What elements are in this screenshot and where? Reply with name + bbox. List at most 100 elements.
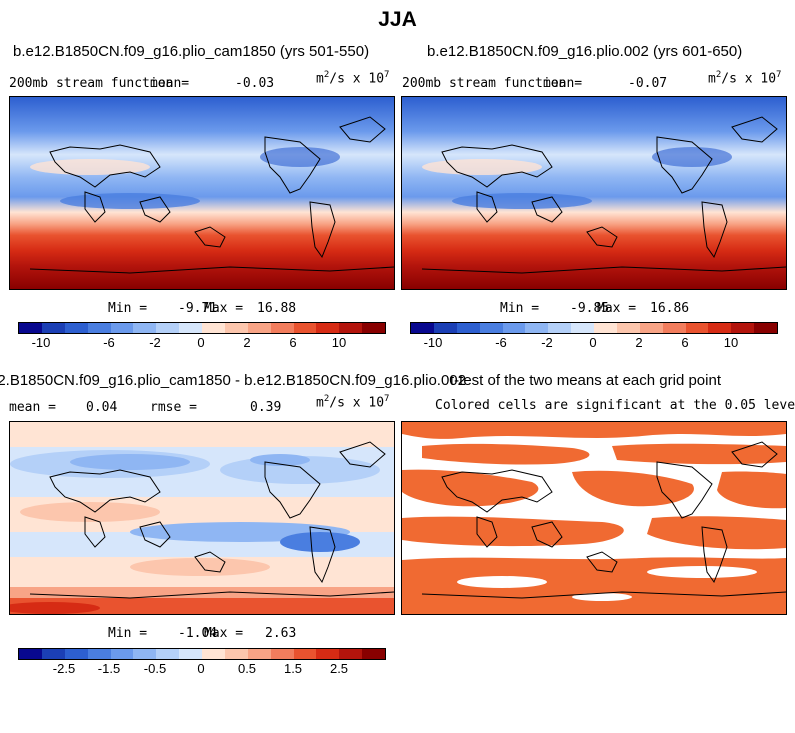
colorbar-swatch (548, 323, 572, 333)
max-value-bottom-left: 2.63 (265, 626, 297, 641)
colorbar-swatch (202, 649, 225, 659)
variable-label-top-right: 200mb stream function (402, 76, 567, 91)
colorbar-swatch (316, 649, 340, 659)
tick-label: 0.5 (237, 661, 257, 676)
tick-label: -2 (541, 335, 553, 350)
tick-label: 0 (197, 335, 205, 350)
colorbar-swatch (525, 323, 549, 333)
colorbar-swatch (362, 323, 385, 333)
tick-label: 6 (681, 335, 689, 350)
colorbar-swatch (411, 323, 434, 333)
tick-label: 0 (197, 661, 205, 676)
colorbar-swatch (179, 323, 202, 333)
mean-value-bottom-left: 0.04 (86, 400, 118, 415)
colorbar-swatch (19, 323, 42, 333)
colorbar-swatch (479, 323, 503, 333)
colorbar-swatch (502, 323, 526, 333)
min-value-top-right: -9.85 (570, 301, 610, 316)
colorbar-swatch (685, 323, 709, 333)
max-label-top-left: Max = (204, 301, 244, 316)
colorbar-swatch (616, 323, 640, 333)
colorbar-swatch (639, 323, 663, 333)
colorbar-swatch (594, 323, 617, 333)
max-value-top-right: 16.86 (650, 301, 690, 316)
tick-label: -2.5 (52, 661, 76, 676)
tick-label: -1.5 (97, 661, 121, 676)
rmse-label-bottom-left: rmse = (150, 400, 197, 415)
map-top-right (401, 96, 787, 290)
tick-label: 10 (331, 335, 347, 350)
map-top-left (9, 96, 395, 290)
mean-label-top-right: mean= (543, 76, 583, 91)
variable-label-top-left: 200mb stream function (9, 76, 174, 91)
units-top-left: m2/s x 107 (316, 70, 390, 87)
max-value-top-left: 16.88 (257, 301, 297, 316)
tick-label: 10 (723, 335, 739, 350)
colorbar-swatch (156, 323, 180, 333)
tick-label: 6 (289, 335, 297, 350)
colorbar-swatch (708, 323, 732, 333)
colorbar-swatch (662, 323, 686, 333)
panel-title-top-right: b.e12.B1850CN.f09_g16.plio.002 (yrs 601-… (427, 43, 743, 60)
colorbar-swatch (433, 323, 457, 333)
tick-label: -6 (103, 335, 115, 350)
panel-title-bottom-right: t-test of the two means at each grid poi… (450, 372, 721, 389)
tick-label: 2 (635, 335, 643, 350)
colorbar-swatch (339, 323, 363, 333)
mean-value-top-left: -0.03 (235, 76, 275, 91)
colorbar-swatch (64, 323, 88, 333)
figure-title: JJA (378, 8, 417, 31)
max-label-bottom-left: Max = (204, 626, 244, 641)
mean-value-top-right: -0.07 (628, 76, 668, 91)
tick-label: 2 (243, 335, 251, 350)
min-label-bottom-left: Min = (108, 626, 148, 641)
colorbar-swatch (754, 323, 777, 333)
colorbar-swatch (270, 323, 294, 333)
min-label-top-left: Min = (108, 301, 148, 316)
colorbar-top-left (18, 322, 386, 334)
colorbar-swatch (224, 323, 248, 333)
tick-label: 0 (589, 335, 597, 350)
min-value-bottom-left: -1.04 (178, 626, 218, 641)
colorbar-swatch (224, 649, 248, 659)
tick-label: 2.5 (329, 661, 349, 676)
colorbar-swatch (19, 649, 42, 659)
tick-label: -10 (423, 335, 443, 350)
colorbar-swatch (731, 323, 755, 333)
colorbar-swatch (293, 649, 317, 659)
panel-title-top-left: b.e12.B1850CN.f09_g16.plio_cam1850 (yrs … (13, 43, 370, 60)
colorbar-swatch (339, 649, 363, 659)
colorbar-top-right (410, 322, 778, 334)
map-bottom-left (9, 421, 395, 615)
tick-label: -6 (495, 335, 507, 350)
map-bottom-right (401, 421, 787, 615)
colorbar-swatch (133, 323, 157, 333)
colorbar-swatch (156, 649, 180, 659)
tick-label: 1.5 (283, 661, 303, 676)
units-top-right: m2/s x 107 (708, 70, 782, 87)
colorbar-swatch (87, 323, 111, 333)
colorbar-swatch (202, 323, 225, 333)
colorbar-swatch (247, 649, 271, 659)
colorbar-swatch (64, 649, 88, 659)
colorbar-swatch (293, 323, 317, 333)
colorbar-swatch (87, 649, 111, 659)
mean-label-bottom-left: mean = (9, 400, 56, 415)
significance-note: Colored cells are significant at the 0.0… (435, 398, 795, 413)
colorbar-swatch (247, 323, 271, 333)
tick-label: -2 (149, 335, 161, 350)
colorbar-swatch (179, 649, 202, 659)
colorbar-swatch (41, 649, 65, 659)
panel-title-bottom-left: b.e12.B1850CN.f09_g16.plio_cam1850 - b.e… (0, 372, 466, 389)
min-label-top-right: Min = (500, 301, 540, 316)
max-label-top-right: Max = (597, 301, 637, 316)
colorbar-swatch (110, 649, 134, 659)
mean-label-top-left: mean= (150, 76, 190, 91)
colorbar-swatch (316, 323, 340, 333)
rmse-value-bottom-left: 0.39 (250, 400, 282, 415)
colorbar-swatch (362, 649, 385, 659)
colorbar-bottom-left (18, 648, 386, 660)
tick-label: -0.5 (143, 661, 167, 676)
colorbar-swatch (571, 323, 594, 333)
units-bottom-left: m2/s x 107 (316, 394, 390, 411)
